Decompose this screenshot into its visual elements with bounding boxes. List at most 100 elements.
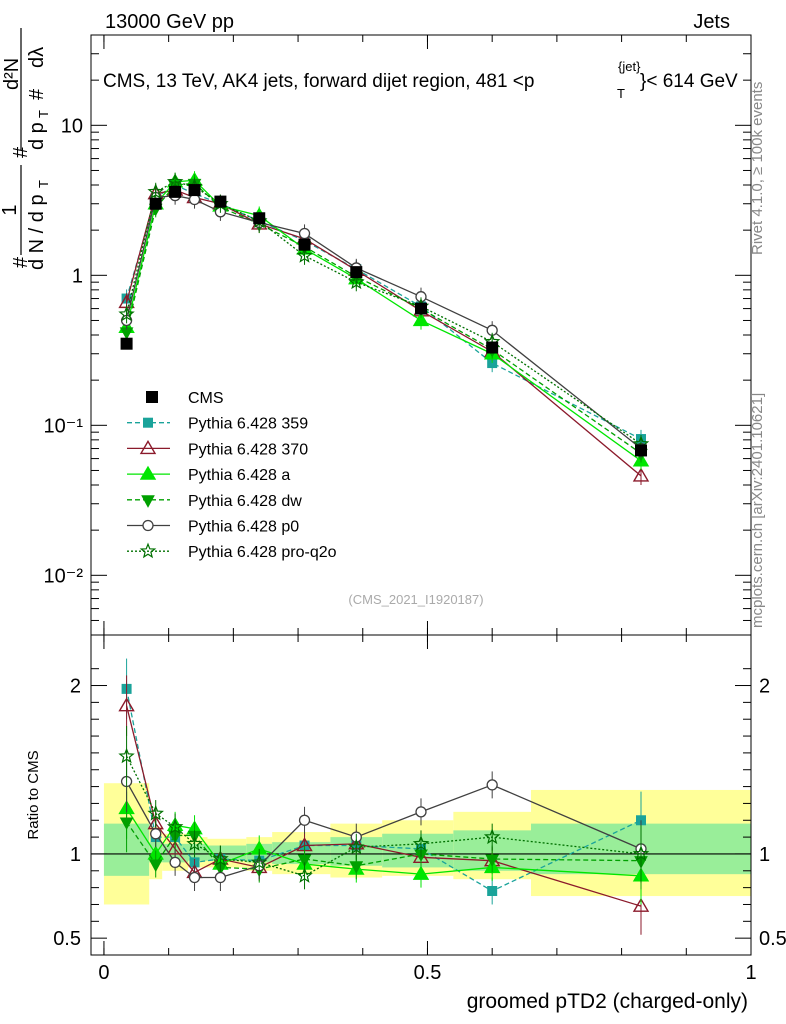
series-6-ratio-point [166,818,184,835]
x-tick-label: 0 [98,962,109,984]
legend-marker-1 [143,417,153,428]
legend-marker-6 [139,542,157,559]
plot-title: CMS, 13 TeV, AK4 jets, forward dijet reg… [103,59,738,101]
ratio-y-axis-label: Ratio to CMS [25,750,42,839]
legend-label-4: Pythia 6.428 dw [188,493,302,510]
series-5-ratio-point [169,856,181,869]
legend-label-2: Pythia 6.428 370 [188,441,308,458]
series-6-point [166,173,184,189]
cms-data-point [253,212,266,225]
y-tick-label-main: 10⁻¹ [44,415,84,437]
series-6-ratio-point [251,853,268,870]
plot-title-main: CMS, 13 TeV, AK4 jets, forward dijet reg… [103,71,534,92]
series-6-ratio-point [296,867,313,883]
x-tick-label: 1 [745,962,756,984]
cms-data-point [298,238,311,251]
svg-text:dλ: dλ [26,47,48,68]
x-tick-label: 0.5 [414,962,442,984]
y-tick-label-ratio-right: 0.5 [759,928,786,950]
series-6-point [147,183,164,199]
legend-label-1: Pythia 6.428 359 [188,416,308,433]
legend-cms-marker [146,391,158,403]
series-4-ratio-point [119,817,134,830]
series-6-ratio-point [347,838,365,855]
legend-label-6: Pythia 6.428 pro-q2o [188,544,337,561]
header-right: Jets [693,11,730,33]
svg-text:#: # [26,88,48,100]
main-series [118,171,650,485]
series-4-ratio-point [349,861,364,874]
y-tick-label-ratio-right: 2 [759,676,770,698]
rivet-version-label: Rivet 4.1.0, ≥ 100k events [749,82,766,255]
series-5-ratio-point [486,779,498,791]
legend-marker-4 [141,495,155,508]
series-5-ratio-point [415,806,427,818]
series-2-point [632,467,650,482]
series-5-point [298,227,311,240]
svg-text:d N / d p: d N / d p [26,194,48,270]
series-3-point [412,312,430,327]
series-6-ratio-line [126,755,642,877]
main-y-axis-label: # 1 d N / d p T # d²N d p T # dλ [0,28,51,270]
series-2-ratio-point [118,697,135,712]
y-tick-label-main: 10 [61,115,83,137]
series-4-ratio-point [485,854,500,868]
series-5-ratio-point [214,871,227,884]
legend-marker-5 [142,519,154,532]
legend-cms-label: CMS [188,390,224,407]
y-tick-label-ratio: 2 [70,676,81,698]
cms-data-point [120,337,133,350]
ratio-plot-frame [90,634,752,956]
legend-label-5: Pythia 6.428 p0 [188,519,299,536]
series-5-ratio-point [150,828,162,840]
series-6-ratio-point [632,845,650,861]
svg-text:T: T [36,180,51,188]
series-6-ratio-point [483,828,501,845]
y-tick-label-ratio: 0.5 [53,928,81,950]
series-2-ratio-point [632,897,650,912]
cms-data-point [188,184,201,197]
cms-data-point [169,185,182,198]
series-1-point [487,358,498,369]
y-tick-label-main: 10⁻² [44,565,84,587]
cms-data-point [350,266,363,279]
legend: CMS Pythia 6.428 359 Pythia 6.428 370 Pythi… [127,390,337,561]
y-tick-label-ratio-right: 1 [759,844,770,866]
series-5-ratio-point [188,871,201,884]
cms-data-point [214,195,227,208]
cms-data-point [635,444,647,457]
cms-data-point [149,197,162,210]
ratio-series [118,658,650,935]
series-5-ratio-point [298,814,311,826]
series-6-ratio-point [118,747,135,764]
plot-title-superscript: {jet} [618,59,641,74]
series-6-ratio-point [412,835,430,851]
series-6-ratio-point [212,850,229,867]
series-6-point [296,247,313,263]
legend-marker-3 [139,465,157,480]
cms-data-point [415,302,427,315]
x-axis-label: groomed pTD2 (charged-only) [467,990,748,1013]
cms-data-point [486,341,499,354]
legend-label-3: Pythia 6.428 a [188,467,290,484]
analysis-watermark: (CMS_2021_I1920187) [348,592,483,607]
ratio-band-inner [207,845,247,861]
header-left: 13000 GeV pp [105,11,234,33]
svg-text:d p: d p [26,122,48,150]
series-6-point [348,273,365,290]
plot-title-subscript: T [617,86,625,101]
series-6-ratio-point [147,804,164,821]
series-4-ratio-point [297,854,312,868]
series-1-ratio-point [487,886,498,896]
y-tick-label-main: 1 [72,265,83,287]
svg-text:T: T [36,110,51,118]
y-tick-label-ratio: 1 [70,844,81,866]
legend-marker-2 [139,440,157,455]
series-4-ratio-point [148,859,163,873]
series-5-line [125,194,642,450]
series-4-line [125,182,642,454]
plot-title-end: }< 614 GeV [640,71,738,92]
svg-text:#: # [10,256,32,268]
